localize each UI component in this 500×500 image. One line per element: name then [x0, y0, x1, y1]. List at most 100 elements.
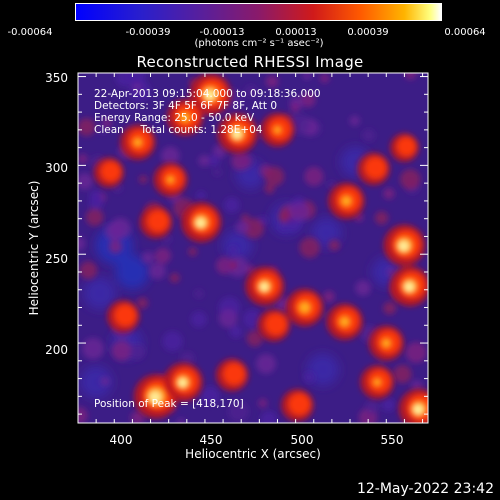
colorbar-tick-label: 0.00013 [275, 27, 317, 38]
heatmap-mottle-blob [229, 325, 243, 338]
heatmap-mottle-blob [85, 208, 104, 227]
plot-frame [77, 72, 429, 424]
colorbar [75, 3, 442, 21]
heatmap-bright-core [179, 111, 191, 124]
heatmap-bright-peak [231, 129, 243, 140]
colorbar-tick-label: -0.00039 [125, 27, 171, 38]
annotation-time-range: 22-Apr-2013 09:15:04.000 to 09:18:36.000 [94, 88, 321, 100]
x-tick-label: 550 [380, 433, 404, 447]
heatmap-mottle-blob [381, 398, 396, 412]
heatmap-mottle-blob [299, 237, 321, 258]
heatmap-mottle-blob [393, 364, 412, 384]
heatmap-mottle-blob [162, 234, 172, 244]
heatmap-mottle-blob [104, 222, 124, 241]
heatmap-mottle-blob [89, 189, 103, 203]
y-tick-label: 350 [45, 71, 68, 85]
heatmap-mottle-blob [228, 245, 238, 255]
heatmap-mottle-blob [264, 183, 275, 194]
heatmap-mottle-blob [188, 247, 198, 257]
heatmap-bright-core [372, 377, 382, 387]
heatmap-mottle-blob [355, 280, 371, 296]
heatmap-mottle-blob [362, 129, 375, 142]
heatmap-mottle-blob [78, 154, 88, 164]
heatmap-mottle-blob [100, 376, 110, 386]
heatmap-bright-mid [265, 313, 287, 336]
heatmap-bright-mid [288, 393, 311, 416]
heatmap-bright-peak [194, 217, 206, 229]
heatmap-mottle-blob [78, 407, 88, 423]
heatmap-bright-mid [114, 304, 137, 327]
heatmap-mottle-blob [303, 371, 315, 383]
heatmap-mottle-blob [304, 166, 324, 187]
heatmap-mottle-blob [319, 73, 330, 83]
heatmap-bright-mid [396, 137, 416, 157]
heatmap-mottle-blob [111, 340, 133, 361]
heatmap-mottle-blob [198, 155, 210, 167]
heatmap-mottle-blob [256, 353, 276, 374]
colorbar-tick-label: -0.00064 [7, 27, 53, 38]
heatmap-dark-blob [80, 366, 113, 399]
heatmap-mottle-blob [190, 311, 207, 328]
x-tick-label: 450 [199, 433, 223, 447]
heatmap-mottle-blob [180, 351, 195, 367]
heatmap-bright-peak [149, 391, 161, 404]
heatmap-mottle-blob [265, 75, 279, 88]
heatmap-mottle-blob [115, 73, 134, 87]
heatmap-mottle-blob [246, 330, 263, 347]
heatmap-bright-core [132, 137, 143, 148]
heatmap-mottle-blob [207, 154, 220, 167]
heatmap-mottle-blob [78, 173, 93, 190]
colorbar-unit-label: (photons cm⁻² s⁻¹ asec⁻²) [194, 38, 324, 49]
heatmap-mottle-blob [162, 331, 183, 352]
heatmap-mottle-blob [177, 418, 186, 423]
heatmap-mottle-blob [405, 342, 427, 363]
heatmap-mottle-blob [98, 124, 108, 135]
heatmap-mottle-blob [229, 261, 238, 270]
heatmap-mottle-blob [258, 398, 268, 408]
heatmap-mottle-blob [132, 81, 142, 91]
heatmap-mottle-blob [300, 92, 316, 108]
heatmap-bright-peak [177, 377, 188, 389]
x-tick-label: 400 [109, 433, 133, 447]
heatmap-bright-cores [132, 85, 427, 417]
heatmap-mottle-blob [78, 236, 86, 251]
colorbar-tick-label: -0.00013 [199, 27, 245, 38]
heatmap-mottle-blob [374, 211, 389, 225]
x-tick-label: 500 [290, 433, 314, 447]
heatmap-mottle-blob [289, 201, 310, 222]
colorbar-tick-label: 0.00064 [444, 27, 486, 38]
heatmap-bright-peak [258, 282, 269, 293]
annotation-detectors: Detectors: 3F 4F 5F 6F 7F 8F, Att 0 [94, 100, 278, 112]
heatmap-bright-peak [403, 281, 415, 293]
heatmap-mottle-blob [129, 343, 146, 360]
heatmap-bright-core [338, 315, 351, 328]
y-tick-label: 200 [45, 343, 68, 357]
annotation-peak-position: Position of Peak = [418,170] [94, 398, 244, 410]
heatmap-mottle-blob [264, 166, 285, 187]
heatmap-mottle-blob [228, 401, 249, 422]
heatmap-bright-peak [397, 240, 409, 252]
heatmap-mottle-blob [411, 380, 423, 392]
x-axis-label: Heliocentric X (arcsec) [185, 447, 321, 461]
heatmap-mottle-blob [235, 220, 249, 234]
heatmap-mottle-blob [383, 187, 395, 200]
heatmap-mottle-blob [79, 261, 98, 280]
heatmap-dark-blob [115, 255, 150, 289]
heatmap-mottle-blob [260, 411, 278, 423]
heatmap-mottle-blob [383, 301, 397, 315]
annotation-energy: Energy Range: 25.0 - 50.0 keV [94, 112, 255, 124]
heatmap-mottle-blob [213, 168, 222, 177]
heatmap-mottle-blob [200, 386, 220, 406]
heatmap-mottle-blob [149, 262, 166, 280]
heatmap-dark-blob [83, 277, 116, 310]
heatmap-mottle-blob [327, 180, 336, 190]
axis-ticks [77, 73, 428, 423]
heatmap-mottle-blob [241, 214, 250, 223]
heatmap-bright-mid [223, 363, 246, 385]
heatmap-mottle-blob [213, 144, 227, 158]
heatmap-mottle-blob [196, 190, 206, 201]
annotation-clean: Clean Total counts: 1.28E+04 [94, 124, 263, 136]
heatmap-mottle-blob [302, 73, 312, 80]
heatmap-mottle-blob [400, 169, 421, 190]
heatmap-mottle-blob [108, 239, 123, 254]
